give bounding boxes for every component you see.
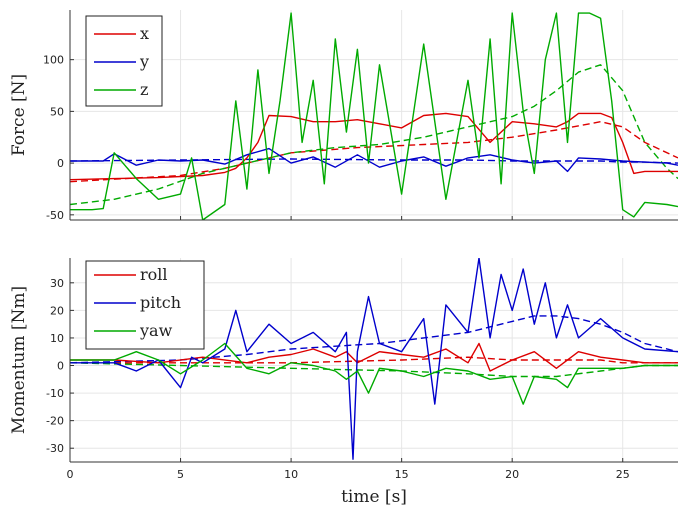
legend-label-x: x bbox=[140, 24, 149, 43]
y-tick-label: 30 bbox=[50, 277, 64, 290]
momentum-panel: -30 -20 -10 0 10 20 30 0 5 10 15 20 25 Momentum [Nm] t… bbox=[9, 258, 678, 507]
reference-dashed-series-line bbox=[70, 356, 678, 364]
y-axis-title: Force [N] bbox=[9, 74, 29, 156]
roll-solid-series-line bbox=[70, 342, 678, 372]
reference-dashed-series-line bbox=[70, 120, 678, 183]
x-tick-label: 25 bbox=[616, 468, 630, 481]
y-tick-label: -10 bbox=[46, 387, 64, 400]
y-tick-label: 20 bbox=[50, 304, 64, 317]
y-tick-label: 10 bbox=[50, 332, 64, 345]
y-tick-label: 0 bbox=[57, 157, 64, 170]
reference-dashed-series-line bbox=[70, 64, 678, 206]
legend-label-y: y bbox=[139, 52, 149, 71]
y-tick-label: 50 bbox=[50, 105, 64, 118]
legend-box bbox=[85, 15, 163, 107]
series-group bbox=[70, 12, 678, 220]
legend: xyz bbox=[85, 15, 163, 107]
reference-dashed-series-line bbox=[70, 158, 678, 164]
z-solid-series-line bbox=[70, 12, 678, 220]
y-tick-label: -20 bbox=[46, 415, 64, 428]
pitch-solid-series-line bbox=[70, 258, 678, 460]
legend-label-roll: roll bbox=[140, 265, 168, 284]
yaw-solid-series-line bbox=[70, 342, 678, 405]
reference-dashed-series-line bbox=[70, 362, 678, 378]
legend-label-z: z bbox=[140, 80, 148, 99]
x-tick-label: 20 bbox=[505, 468, 519, 481]
x-tick-label: 5 bbox=[177, 468, 184, 481]
legend: roll pitch yaw bbox=[85, 260, 205, 350]
y-tick-label: -50 bbox=[46, 209, 64, 222]
legend-label-yaw: yaw bbox=[139, 321, 173, 340]
y-tick-label: 0 bbox=[57, 360, 64, 373]
x-solid-series-line bbox=[70, 112, 678, 181]
x-tick-label: 15 bbox=[395, 468, 409, 481]
y-axis-title: Momentum [Nm] bbox=[9, 286, 29, 434]
x-axis-title: time [s] bbox=[341, 487, 407, 507]
reference-dashed-series-line bbox=[70, 315, 678, 364]
x-tick-label: 0 bbox=[67, 468, 74, 481]
y-tick-label: 100 bbox=[43, 54, 64, 67]
series-group bbox=[70, 258, 678, 460]
legend-label-pitch: pitch bbox=[140, 293, 181, 312]
x-tick-label: 10 bbox=[284, 468, 298, 481]
y-tick-label: -30 bbox=[46, 442, 64, 455]
force-panel: -50 0 50 100 Force [N] xyz bbox=[9, 10, 678, 222]
y-solid-series-line bbox=[70, 147, 678, 173]
